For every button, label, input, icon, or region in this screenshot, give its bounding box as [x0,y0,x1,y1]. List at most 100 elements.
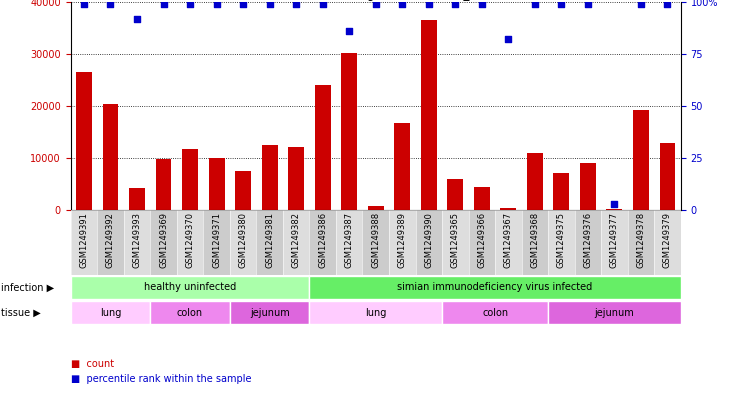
Bar [389,210,415,275]
Bar [71,301,150,324]
Point [423,1,434,7]
Text: tissue ▶: tissue ▶ [1,308,40,318]
Bar [230,301,310,324]
Text: ■  percentile rank within the sample: ■ percentile rank within the sample [71,374,251,384]
Bar [548,210,574,275]
Bar [633,110,649,210]
Point [184,1,196,7]
Bar [124,210,150,275]
Bar [469,210,495,275]
Bar [235,171,251,210]
Bar [71,276,310,299]
Point [529,1,541,7]
Text: lung: lung [100,308,121,318]
Bar [628,210,654,275]
Point [502,36,514,42]
Bar [310,210,336,275]
Text: healthy uninfected: healthy uninfected [144,282,236,292]
Bar [580,163,596,210]
Text: GSM1249387: GSM1249387 [344,212,353,268]
Bar [554,173,569,210]
Bar [257,210,283,275]
Point [104,1,116,7]
Text: GSM1249390: GSM1249390 [424,212,433,268]
Bar [336,210,362,275]
Point [263,1,275,7]
Text: simian immunodeficiency virus infected: simian immunodeficiency virus infected [397,282,593,292]
Text: infection ▶: infection ▶ [1,282,54,292]
Bar [442,301,548,324]
Text: GSM1249389: GSM1249389 [398,212,407,268]
Bar [177,210,203,275]
Bar [606,209,623,210]
Bar [368,206,384,210]
Bar [230,210,257,275]
Text: GSM1249388: GSM1249388 [371,212,380,268]
Point [78,1,90,7]
Point [582,1,594,7]
Bar [288,147,304,210]
Text: colon: colon [482,308,508,318]
Bar [208,158,225,210]
Text: GSM1249365: GSM1249365 [451,212,460,268]
Point [290,1,302,7]
Bar [442,210,469,275]
Bar [150,210,177,275]
Point [317,1,329,7]
Point [476,1,488,7]
Bar [394,123,410,210]
Bar [310,301,442,324]
Bar [522,210,548,275]
Point [158,1,170,7]
Bar [654,210,681,275]
Bar [601,210,628,275]
Point [661,1,673,7]
Bar [527,154,543,210]
Title: GDS4993 / MmugDNA.8480.1.S1_at: GDS4993 / MmugDNA.8480.1.S1_at [271,0,481,1]
Text: GSM1249381: GSM1249381 [265,212,274,268]
Bar [447,179,464,210]
Text: colon: colon [177,308,203,318]
Bar [495,210,522,275]
Bar [341,53,357,210]
Point [397,1,408,7]
Point [131,15,143,22]
Text: GSM1249378: GSM1249378 [636,212,646,268]
Bar [71,210,97,275]
Text: jejunum: jejunum [594,308,635,318]
Text: GSM1249376: GSM1249376 [583,212,592,268]
Bar [362,210,389,275]
Text: GSM1249386: GSM1249386 [318,212,327,268]
Bar [103,103,118,210]
Text: GSM1249392: GSM1249392 [106,212,115,268]
Bar [421,20,437,210]
Text: GSM1249393: GSM1249393 [132,212,141,268]
Bar [310,276,681,299]
Bar [501,208,516,210]
Point [449,1,461,7]
Text: lung: lung [365,308,386,318]
Point [370,1,382,7]
Bar [659,143,676,210]
Bar [415,210,442,275]
Bar [262,145,278,210]
Text: GSM1249377: GSM1249377 [610,212,619,268]
Bar [574,210,601,275]
Text: GSM1249379: GSM1249379 [663,212,672,268]
Bar [548,301,681,324]
Bar [315,85,330,210]
Text: GSM1249369: GSM1249369 [159,212,168,268]
Text: GSM1249371: GSM1249371 [212,212,221,268]
Point [635,1,647,7]
Bar [182,149,198,210]
Bar [474,187,490,210]
Bar [283,210,310,275]
Text: GSM1249367: GSM1249367 [504,212,513,268]
Bar [155,159,171,210]
Text: GSM1249368: GSM1249368 [530,212,539,268]
Point [609,201,620,207]
Point [343,28,355,34]
Text: GSM1249380: GSM1249380 [239,212,248,268]
Point [556,1,568,7]
Bar [97,210,124,275]
